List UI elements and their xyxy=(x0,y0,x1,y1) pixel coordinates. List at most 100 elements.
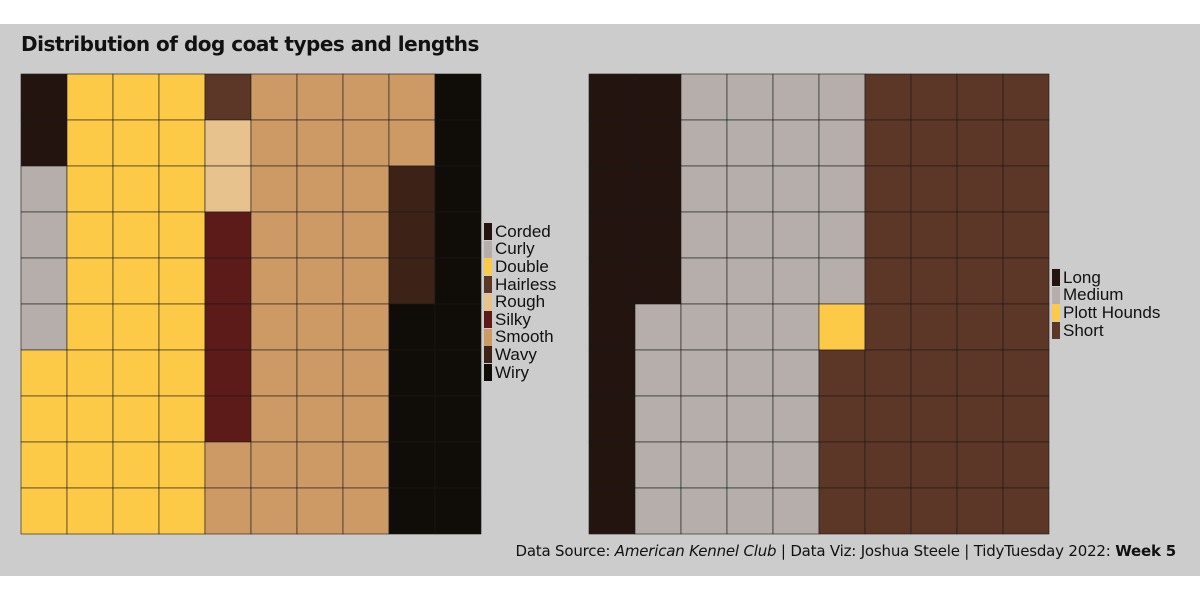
waffle-cell-double xyxy=(66,165,114,213)
legend-label: Long xyxy=(1063,267,1101,287)
waffle-cell-double xyxy=(158,73,206,121)
waffle-cell-smooth xyxy=(296,165,344,213)
waffle-cell-smooth xyxy=(204,441,252,489)
waffle-cell-wiry xyxy=(388,441,436,489)
waffle-cell-smooth xyxy=(250,257,298,305)
coat-length-waffle xyxy=(588,73,1050,535)
chart-panel: Distribution of dog coat types and lengt… xyxy=(0,24,1200,576)
waffle-cell-medium xyxy=(772,303,820,351)
legend-item-silky: Silky xyxy=(484,310,556,329)
waffle-cell-wiry xyxy=(434,73,482,121)
waffle-cell-short xyxy=(818,395,866,443)
waffle-cell-medium xyxy=(726,395,774,443)
waffle-cell-short xyxy=(910,303,958,351)
legend-swatch xyxy=(1052,286,1060,304)
waffle-cell-double xyxy=(112,395,160,443)
caption-source: American Kennel Club xyxy=(614,542,777,560)
legend-item-corded: Corded xyxy=(484,222,556,241)
waffle-cell-long xyxy=(634,211,682,259)
waffle-cell-silky xyxy=(204,211,252,259)
waffle-cell-double xyxy=(112,257,160,305)
waffle-cell-short xyxy=(864,395,912,443)
waffle-cell-smooth xyxy=(342,303,390,351)
waffle-cell-short xyxy=(956,487,1004,535)
waffle-cell-medium xyxy=(726,487,774,535)
legend-swatch xyxy=(484,223,492,241)
waffle-cell-short xyxy=(1002,119,1050,167)
waffle-cell-medium xyxy=(634,303,682,351)
waffle-cell-long xyxy=(588,73,636,121)
waffle-cell-smooth xyxy=(342,487,390,535)
waffle-cell-short xyxy=(818,441,866,489)
waffle-cell-medium xyxy=(634,487,682,535)
waffle-cell-wiry xyxy=(434,487,482,535)
waffle-cell-curly xyxy=(20,165,68,213)
waffle-cell-smooth xyxy=(342,211,390,259)
waffle-cell-short xyxy=(864,257,912,305)
waffle-cell-medium xyxy=(680,349,728,397)
caption-prefix: Data Source: xyxy=(515,542,615,560)
legend-item-smooth: Smooth xyxy=(484,327,556,347)
waffle-cell-smooth xyxy=(250,303,298,351)
waffle-cell-short xyxy=(1002,441,1050,489)
waffle-cell-wiry xyxy=(434,349,482,397)
waffle-cell-smooth xyxy=(296,349,344,397)
legend-item-rough: Rough xyxy=(484,292,556,312)
caption-week: Week 5 xyxy=(1115,542,1176,560)
waffle-cell-hairless xyxy=(204,73,252,121)
waffle-cell-medium xyxy=(726,211,774,259)
waffle-cell-wavy xyxy=(388,165,436,213)
waffle-cell-curly xyxy=(20,257,68,305)
waffle-cell-medium xyxy=(680,395,728,443)
waffle-cell-medium xyxy=(726,257,774,305)
waffle-cell-medium xyxy=(634,349,682,397)
waffle-cell-short xyxy=(818,349,866,397)
waffle-cell-medium xyxy=(726,303,774,351)
waffle-cell-short xyxy=(864,211,912,259)
waffle-cell-wiry xyxy=(434,257,482,305)
waffle-cell-medium xyxy=(818,211,866,259)
legend-label: Hairless xyxy=(495,274,557,294)
waffle-cell-double xyxy=(20,441,68,489)
waffle-cell-corded xyxy=(20,73,68,121)
waffle-cell-long xyxy=(588,119,636,167)
waffle-cell-short xyxy=(864,441,912,489)
waffle-cell-wiry xyxy=(434,119,482,167)
waffle-cell-short xyxy=(956,349,1004,397)
waffle-cell-medium xyxy=(772,441,820,489)
legend-label: Medium xyxy=(1063,285,1124,305)
waffle-cell-rough xyxy=(204,165,252,213)
waffle-cell-double xyxy=(158,119,206,167)
waffle-cell-smooth xyxy=(204,487,252,535)
waffle-cell-medium xyxy=(772,487,820,535)
waffle-cell-medium xyxy=(726,349,774,397)
waffle-cell-double xyxy=(66,119,114,167)
waffle-cell-long xyxy=(588,395,636,443)
waffle-cell-wiry xyxy=(388,395,436,443)
waffle-cell-double xyxy=(158,165,206,213)
waffle-cell-medium xyxy=(634,441,682,489)
waffle-cell-long xyxy=(634,73,682,121)
waffle-cell-short xyxy=(910,487,958,535)
waffle-cell-smooth xyxy=(388,119,436,167)
legend-item-hairless: Hairless xyxy=(484,274,557,294)
coat-type-legend: Corded Curly Double Hairless Rough Silky Smoot… xyxy=(484,222,557,382)
legend-swatch xyxy=(484,293,492,311)
waffle-cell-short xyxy=(864,165,912,213)
waffle-cell-wiry xyxy=(434,165,482,213)
waffle-cell-smooth xyxy=(250,165,298,213)
waffle-cell-long xyxy=(588,211,636,259)
legend-item-wavy: Wavy xyxy=(484,345,556,364)
waffle-cell-medium xyxy=(680,119,728,167)
waffle-cell-long xyxy=(588,349,636,397)
waffle-cell-double xyxy=(158,349,206,397)
waffle-cell-short xyxy=(1002,303,1050,351)
waffle-cell-double xyxy=(112,487,160,535)
waffle-cell-short xyxy=(956,395,1004,443)
waffle-cell-smooth xyxy=(296,211,344,259)
legend-label: Rough xyxy=(495,292,546,312)
waffle-cell-short xyxy=(1002,257,1050,305)
legend-label: Smooth xyxy=(495,327,554,347)
legend-label: Short xyxy=(1063,320,1104,340)
legend-swatch xyxy=(1052,304,1060,322)
